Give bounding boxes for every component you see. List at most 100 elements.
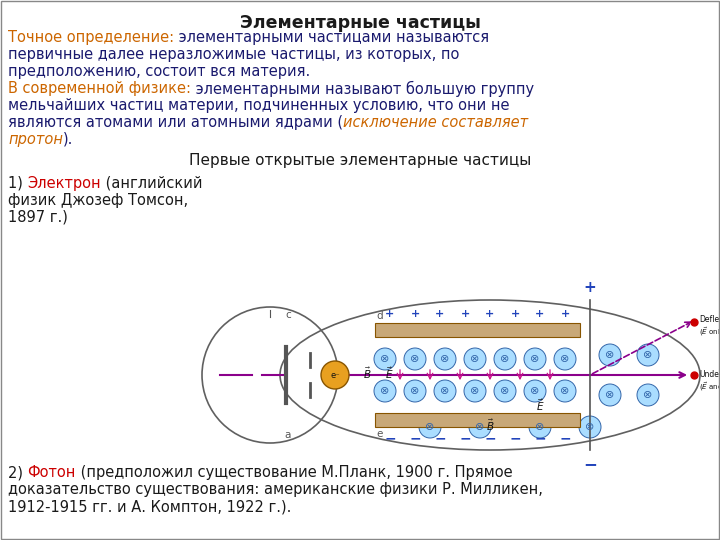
Text: e⁻: e⁻ bbox=[330, 370, 340, 380]
Circle shape bbox=[404, 348, 426, 370]
Bar bbox=[375, 413, 580, 427]
Text: a: a bbox=[285, 430, 291, 440]
Circle shape bbox=[529, 416, 551, 438]
Text: 1897 г.): 1897 г.) bbox=[8, 210, 68, 225]
Text: мельчайших частиц материи, подчиненных условию, что они не: мельчайших частиц материи, подчиненных у… bbox=[8, 98, 510, 113]
Text: Undeflected: Undeflected bbox=[699, 370, 720, 379]
Text: предположению, состоит вся материя.: предположению, состоит вся материя. bbox=[8, 64, 310, 79]
Circle shape bbox=[419, 416, 441, 438]
Text: ⊗: ⊗ bbox=[585, 422, 595, 432]
Text: −: − bbox=[409, 431, 420, 445]
Text: ($\vec{E}$ only): ($\vec{E}$ only) bbox=[699, 325, 720, 338]
Text: +: + bbox=[536, 309, 544, 319]
Text: −: − bbox=[384, 431, 396, 445]
Text: 1912-1915 гг. и А. Комптон, 1922 г.).: 1912-1915 гг. и А. Комптон, 1922 г.). bbox=[8, 499, 292, 514]
Circle shape bbox=[434, 348, 456, 370]
Text: ⊗: ⊗ bbox=[500, 386, 510, 396]
Circle shape bbox=[321, 361, 349, 389]
Text: ⊗: ⊗ bbox=[426, 422, 435, 432]
Text: (английский: (английский bbox=[101, 176, 202, 191]
Text: Элементарные частицы: Элементарные частицы bbox=[240, 14, 480, 32]
Circle shape bbox=[464, 348, 486, 370]
Text: ⊗: ⊗ bbox=[500, 354, 510, 364]
Circle shape bbox=[494, 380, 516, 402]
Text: ⊗: ⊗ bbox=[380, 354, 390, 364]
Text: Точное определение:: Точное определение: bbox=[8, 30, 174, 45]
Text: ⊗: ⊗ bbox=[560, 386, 570, 396]
Text: Фотон: Фотон bbox=[27, 465, 76, 480]
Text: +: + bbox=[560, 309, 570, 319]
Text: Deflected: Deflected bbox=[699, 315, 720, 324]
Text: +: + bbox=[510, 309, 520, 319]
Text: ⊗: ⊗ bbox=[475, 422, 485, 432]
Text: −: − bbox=[484, 431, 496, 445]
Text: c: c bbox=[285, 310, 291, 320]
Text: 2): 2) bbox=[8, 465, 27, 480]
Text: ⊗: ⊗ bbox=[643, 390, 653, 400]
Text: ⊗: ⊗ bbox=[531, 354, 540, 364]
Text: ⊗: ⊗ bbox=[535, 422, 545, 432]
Circle shape bbox=[494, 348, 516, 370]
Circle shape bbox=[524, 348, 546, 370]
Text: $\vec{E}$: $\vec{E}$ bbox=[385, 365, 394, 381]
Circle shape bbox=[469, 416, 491, 438]
Text: первичные далее неразложимые частицы, из которых, по: первичные далее неразложимые частицы, из… bbox=[8, 47, 459, 62]
Circle shape bbox=[599, 344, 621, 366]
Text: d: d bbox=[377, 311, 383, 321]
Circle shape bbox=[404, 380, 426, 402]
Text: −: − bbox=[534, 431, 546, 445]
Text: +: + bbox=[584, 280, 596, 295]
Text: ⊗: ⊗ bbox=[470, 354, 480, 364]
Text: +: + bbox=[410, 309, 420, 319]
Text: −: − bbox=[459, 431, 471, 445]
Circle shape bbox=[579, 416, 601, 438]
Text: ⊗: ⊗ bbox=[470, 386, 480, 396]
Text: В современной физике:: В современной физике: bbox=[8, 81, 191, 96]
Text: +: + bbox=[385, 309, 395, 319]
Text: протон: протон bbox=[8, 132, 63, 147]
Circle shape bbox=[524, 380, 546, 402]
Circle shape bbox=[599, 384, 621, 406]
Text: элементарными называют большую группу: элементарными называют большую группу bbox=[191, 81, 534, 97]
Text: −: − bbox=[509, 431, 521, 445]
Text: ⊗: ⊗ bbox=[380, 386, 390, 396]
Text: ⊗: ⊗ bbox=[441, 386, 450, 396]
Circle shape bbox=[374, 348, 396, 370]
Text: Электрон: Электрон bbox=[27, 176, 101, 191]
Text: $\vec{B}$: $\vec{B}$ bbox=[363, 365, 372, 381]
Text: ⊗: ⊗ bbox=[410, 386, 420, 396]
Text: ⊗: ⊗ bbox=[441, 354, 450, 364]
Text: доказательство существования: американские физики Р. Милликен,: доказательство существования: американск… bbox=[8, 482, 543, 497]
Text: ⊗: ⊗ bbox=[606, 390, 615, 400]
Bar bbox=[375, 323, 580, 337]
Text: ($\vec{E}$ and $\vec{B}$): ($\vec{E}$ and $\vec{B}$) bbox=[699, 380, 720, 393]
Text: −: − bbox=[583, 455, 597, 473]
Circle shape bbox=[554, 380, 576, 402]
Text: ⊗: ⊗ bbox=[606, 350, 615, 360]
Circle shape bbox=[464, 380, 486, 402]
Text: 1): 1) bbox=[8, 176, 27, 191]
Text: e: e bbox=[377, 429, 383, 439]
Text: $\vec{E}$: $\vec{E}$ bbox=[536, 397, 544, 413]
Text: являются атомами или атомными ядрами (: являются атомами или атомными ядрами ( bbox=[8, 115, 343, 130]
Text: физик Джозеф Томсон,: физик Джозеф Томсон, bbox=[8, 193, 188, 208]
Circle shape bbox=[434, 380, 456, 402]
Text: ⊗: ⊗ bbox=[560, 354, 570, 364]
Text: (предположил существование М.Планк, 1900 г. Прямое: (предположил существование М.Планк, 1900… bbox=[76, 465, 513, 480]
Text: $\vec{B}$: $\vec{B}$ bbox=[486, 417, 494, 433]
Circle shape bbox=[637, 384, 659, 406]
Circle shape bbox=[637, 344, 659, 366]
Circle shape bbox=[554, 348, 576, 370]
Text: элементарными частицами называются: элементарными частицами называются bbox=[174, 30, 490, 45]
Text: ⊗: ⊗ bbox=[643, 350, 653, 360]
Text: исключение составляет: исключение составляет bbox=[343, 115, 528, 130]
Text: −: − bbox=[559, 431, 571, 445]
Text: +: + bbox=[485, 309, 495, 319]
Circle shape bbox=[374, 380, 396, 402]
Text: ).: ). bbox=[63, 132, 73, 147]
Text: Первые открытые элементарные частицы: Первые открытые элементарные частицы bbox=[189, 153, 531, 168]
Text: ⊗: ⊗ bbox=[410, 354, 420, 364]
Text: +: + bbox=[460, 309, 469, 319]
Text: ⊗: ⊗ bbox=[531, 386, 540, 396]
Text: −: − bbox=[434, 431, 446, 445]
